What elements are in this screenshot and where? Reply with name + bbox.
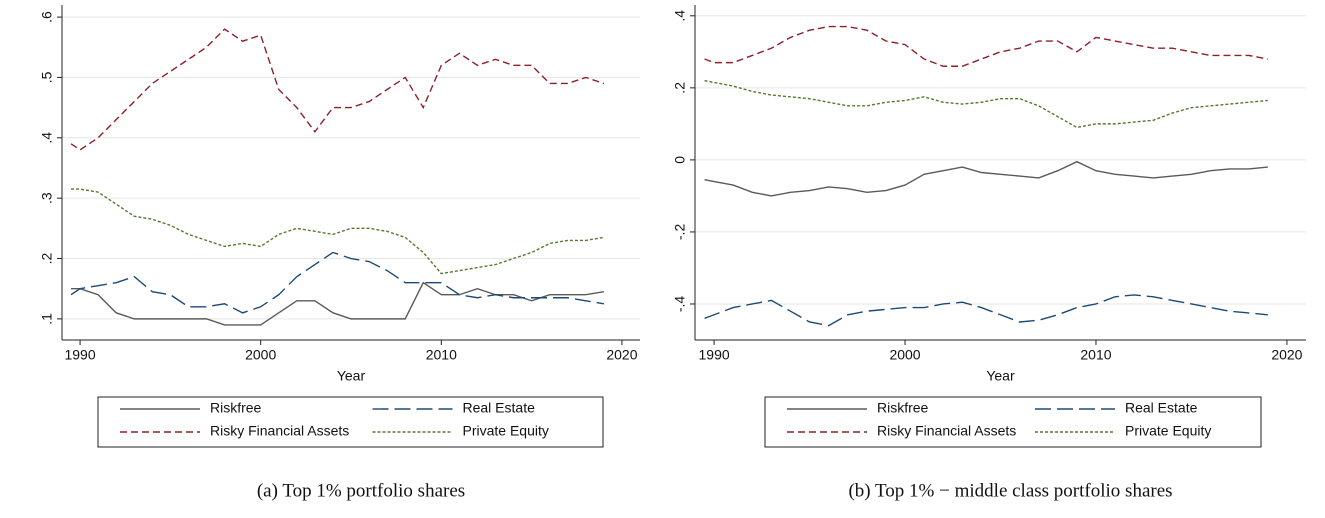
series-line bbox=[71, 188, 604, 275]
y-tick-label: .4 bbox=[39, 132, 55, 144]
series-line bbox=[704, 294, 1268, 327]
legend-label: Risky Financial Assets bbox=[877, 423, 1016, 439]
legend-label: Private Equity bbox=[463, 423, 549, 439]
legend-label: Riskfree bbox=[210, 400, 262, 416]
y-tick-label: .2 bbox=[39, 252, 55, 264]
series-line bbox=[71, 281, 604, 326]
caption: (b) Top 1% − middle class portfolio shar… bbox=[848, 480, 1172, 501]
series-line bbox=[704, 79, 1268, 129]
y-tick-label: .6 bbox=[39, 11, 55, 23]
x-tick-label: 1990 bbox=[64, 347, 95, 363]
x-tick-label: 2000 bbox=[889, 347, 920, 363]
caption: (a) Top 1% portfolio shares bbox=[257, 480, 465, 501]
y-tick-label: .5 bbox=[39, 71, 55, 83]
legend-label: Real Estate bbox=[1125, 400, 1198, 416]
x-axis-label: Year bbox=[337, 368, 366, 384]
x-tick-label: 2020 bbox=[606, 347, 637, 363]
series-line bbox=[70, 28, 605, 151]
legend-label: Risky Financial Assets bbox=[210, 423, 349, 439]
x-tick-label: 2000 bbox=[245, 347, 276, 363]
x-tick-label: 1990 bbox=[699, 347, 730, 363]
y-tick-label: .2 bbox=[672, 82, 688, 94]
x-tick-label: 2020 bbox=[1271, 347, 1302, 363]
legend-label: Real Estate bbox=[463, 400, 536, 416]
series-line bbox=[704, 160, 1268, 197]
legend-label: Riskfree bbox=[877, 400, 929, 416]
x-axis-label: Year bbox=[986, 368, 1015, 384]
x-tick-label: 2010 bbox=[426, 347, 457, 363]
series-line bbox=[70, 251, 604, 314]
y-tick-label: .1 bbox=[39, 313, 55, 325]
x-tick-label: 2010 bbox=[1080, 347, 1111, 363]
series-line bbox=[704, 25, 1268, 67]
y-tick-label: -.2 bbox=[672, 224, 688, 241]
legend-label: Private Equity bbox=[1125, 423, 1211, 439]
y-tick-label: .4 bbox=[672, 10, 688, 22]
legend-box bbox=[764, 396, 1262, 448]
y-tick-label: 0 bbox=[672, 156, 688, 164]
y-tick-label: .3 bbox=[39, 192, 55, 204]
legend-box bbox=[97, 396, 604, 448]
y-tick-label: -.4 bbox=[672, 296, 688, 313]
